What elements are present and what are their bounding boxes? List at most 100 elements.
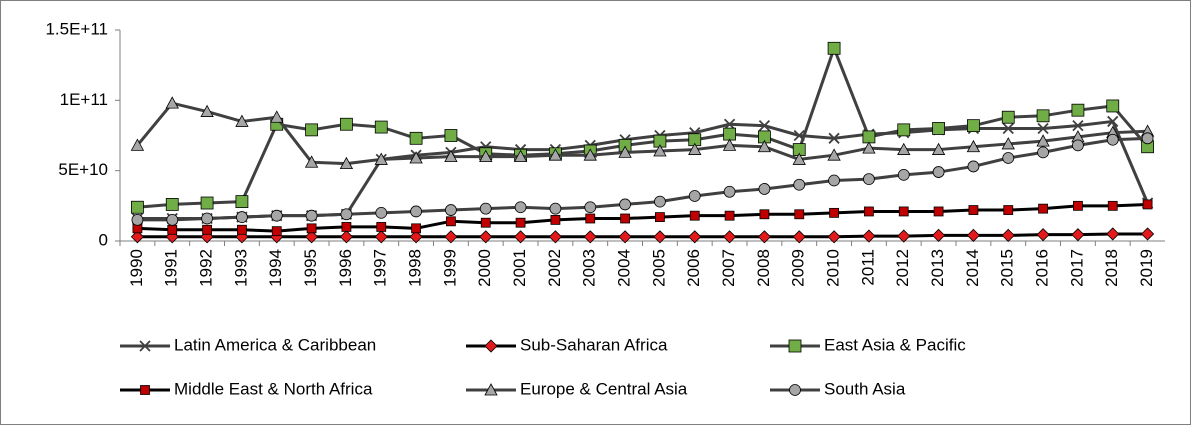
marker bbox=[968, 205, 979, 215]
x-tick-label: 1996 bbox=[336, 249, 355, 287]
marker bbox=[376, 222, 387, 232]
x-tick-label: 1995 bbox=[301, 249, 320, 287]
marker bbox=[967, 119, 980, 133]
marker bbox=[1036, 134, 1050, 147]
legend-item: Latin America & Caribbean bbox=[120, 335, 376, 354]
x-tick-label: 2005 bbox=[649, 249, 668, 287]
x-tick-label: 1993 bbox=[231, 249, 250, 287]
marker bbox=[130, 230, 144, 244]
marker bbox=[270, 209, 283, 222]
marker bbox=[480, 217, 491, 228]
marker bbox=[1002, 152, 1015, 164]
marker bbox=[653, 230, 667, 244]
marker bbox=[548, 148, 563, 161]
y-tick-label: 0 bbox=[99, 230, 108, 249]
marker bbox=[792, 230, 806, 244]
marker bbox=[1037, 122, 1049, 135]
marker bbox=[236, 211, 248, 223]
x-tick-label: 2009 bbox=[789, 249, 808, 287]
marker bbox=[827, 148, 841, 161]
marker bbox=[967, 160, 980, 173]
marker bbox=[1071, 228, 1085, 242]
marker bbox=[620, 213, 630, 224]
marker bbox=[1106, 133, 1119, 146]
marker bbox=[897, 229, 911, 243]
marker bbox=[1036, 109, 1050, 123]
x-tick-label: 2003 bbox=[580, 249, 599, 287]
marker bbox=[585, 213, 596, 224]
series bbox=[131, 41, 1154, 214]
marker bbox=[688, 190, 701, 202]
marker bbox=[514, 201, 527, 214]
marker bbox=[1036, 228, 1050, 242]
marker bbox=[1072, 120, 1084, 132]
legend-label: Middle East & North Africa bbox=[174, 379, 373, 398]
marker bbox=[619, 198, 631, 211]
marker bbox=[304, 155, 319, 168]
marker bbox=[654, 195, 666, 208]
marker bbox=[966, 228, 980, 242]
marker bbox=[723, 185, 736, 198]
marker bbox=[723, 118, 736, 130]
marker bbox=[374, 120, 388, 134]
marker bbox=[202, 224, 212, 235]
marker bbox=[655, 212, 665, 222]
y-tick-label: 1.5E+11 bbox=[45, 19, 108, 38]
marker bbox=[1142, 199, 1153, 210]
marker bbox=[723, 127, 736, 141]
marker bbox=[409, 131, 423, 145]
marker bbox=[1141, 227, 1155, 241]
x-tick-label: 2000 bbox=[475, 249, 494, 287]
marker bbox=[479, 202, 492, 215]
x-tick-label: 2014 bbox=[963, 249, 982, 287]
marker bbox=[653, 144, 667, 157]
marker bbox=[514, 230, 528, 244]
legend-label: Europe & Central Asia bbox=[520, 379, 688, 398]
marker bbox=[270, 110, 284, 123]
marker bbox=[1001, 228, 1015, 242]
marker bbox=[618, 230, 632, 244]
y-tick-label: 5E+10 bbox=[58, 160, 108, 179]
marker bbox=[757, 139, 772, 153]
marker bbox=[897, 123, 911, 137]
x-tick-label: 2016 bbox=[1033, 249, 1052, 287]
x-tick-label: 2013 bbox=[928, 249, 947, 287]
marker bbox=[583, 148, 597, 161]
marker bbox=[688, 142, 702, 155]
x-tick-label: 1991 bbox=[162, 249, 181, 287]
marker bbox=[1038, 203, 1048, 214]
marker bbox=[1107, 115, 1119, 128]
legend-item: Europe & Central Asia bbox=[466, 379, 688, 398]
marker bbox=[828, 132, 840, 144]
marker bbox=[863, 173, 875, 186]
marker bbox=[1001, 110, 1015, 124]
marker bbox=[306, 223, 317, 234]
marker bbox=[165, 96, 179, 109]
marker bbox=[411, 223, 421, 234]
marker bbox=[305, 230, 319, 244]
marker bbox=[827, 41, 841, 55]
x-tick-label: 2006 bbox=[684, 249, 703, 287]
marker bbox=[167, 224, 178, 235]
marker bbox=[445, 204, 457, 216]
x-tick-label: 2011 bbox=[858, 249, 877, 286]
x-tick-label: 2015 bbox=[998, 249, 1017, 287]
marker bbox=[484, 383, 498, 396]
marker bbox=[722, 138, 737, 151]
marker bbox=[131, 200, 144, 214]
marker bbox=[1037, 146, 1049, 159]
marker bbox=[723, 230, 737, 244]
marker bbox=[200, 104, 214, 117]
marker bbox=[446, 216, 456, 227]
marker bbox=[828, 174, 840, 187]
marker bbox=[479, 149, 493, 162]
marker bbox=[966, 139, 981, 153]
marker bbox=[689, 210, 700, 221]
marker bbox=[375, 206, 388, 219]
legend-item: East Asia & Pacific bbox=[770, 335, 966, 354]
marker bbox=[305, 123, 318, 137]
marker bbox=[829, 207, 839, 218]
marker bbox=[1141, 132, 1154, 145]
legend-item: South Asia bbox=[770, 379, 906, 398]
